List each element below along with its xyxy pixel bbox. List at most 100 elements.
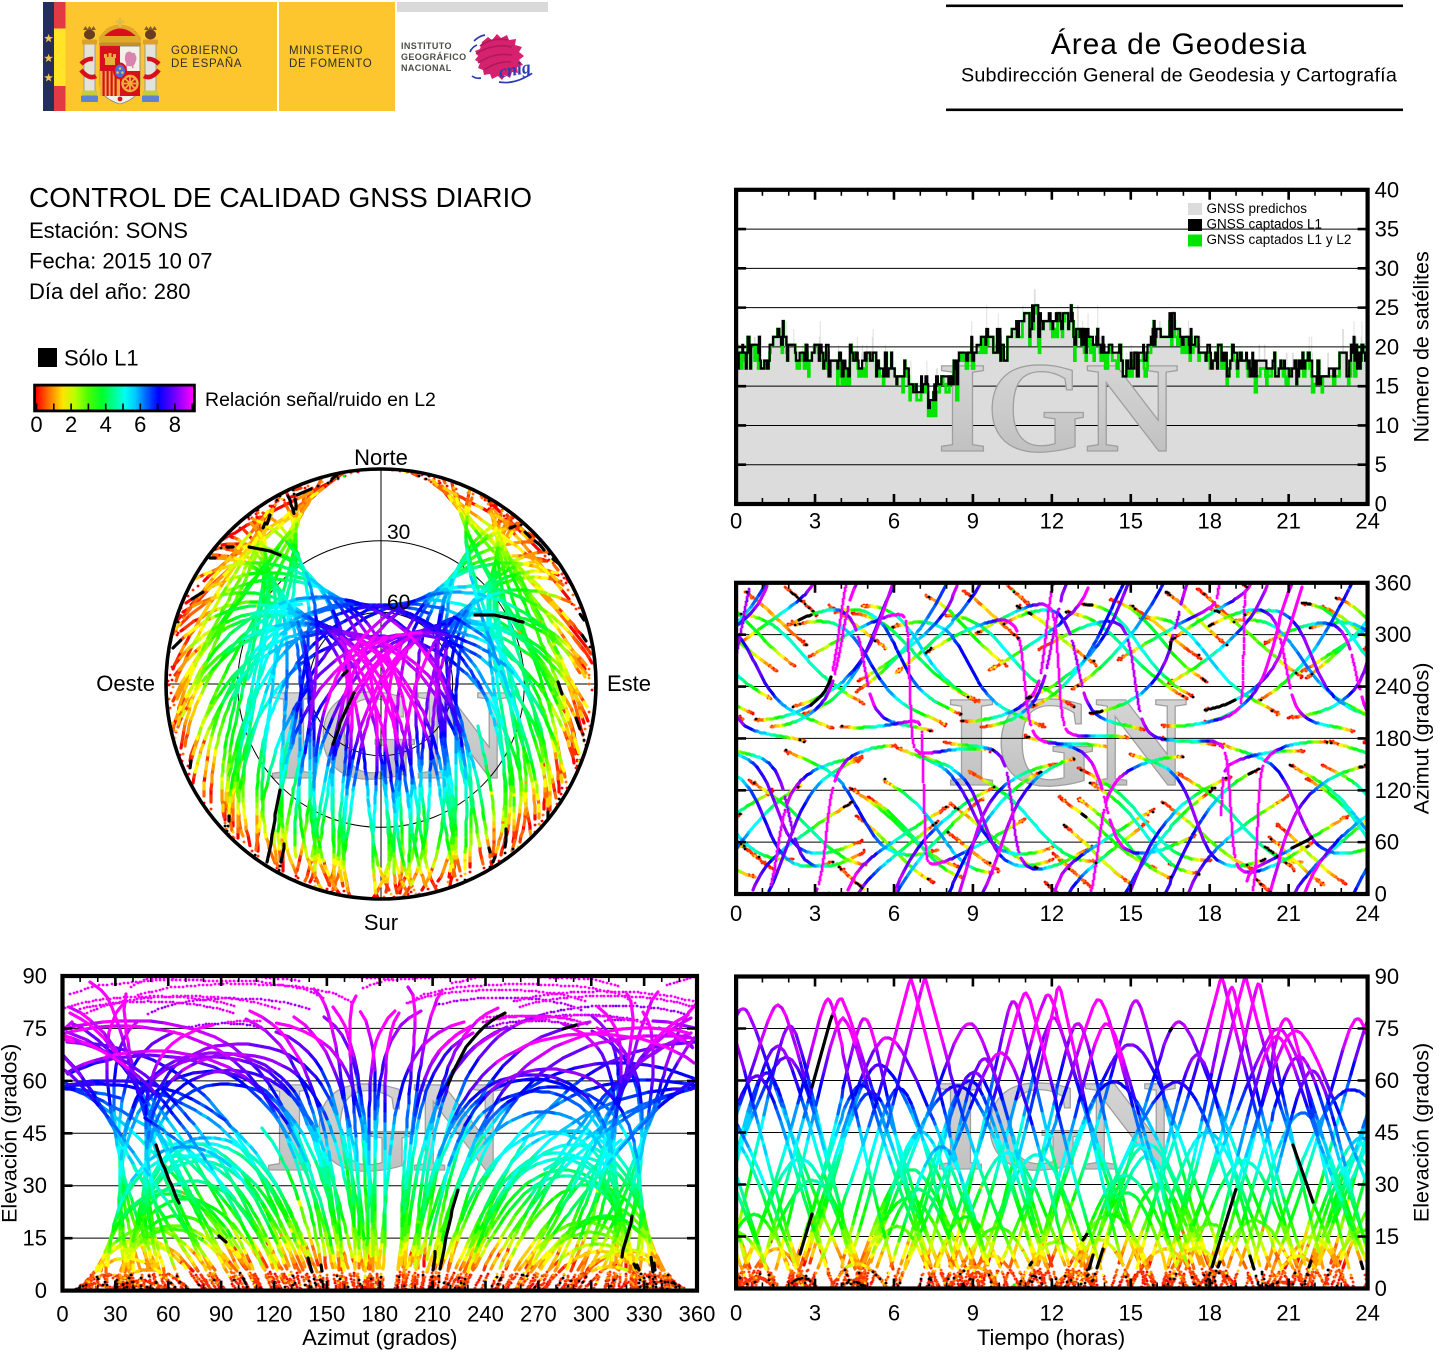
svg-text:6: 6 bbox=[888, 1301, 900, 1326]
svg-text:60: 60 bbox=[1375, 830, 1399, 855]
svg-text:5: 5 bbox=[1375, 452, 1387, 477]
svg-text:25: 25 bbox=[1375, 295, 1399, 320]
svg-text:18: 18 bbox=[1197, 901, 1221, 926]
svg-text:60: 60 bbox=[387, 591, 410, 614]
svg-text:Tiempo (horas): Tiempo (horas) bbox=[977, 1325, 1125, 1350]
svg-text:Norte: Norte bbox=[354, 445, 408, 470]
svg-text:300: 300 bbox=[1375, 622, 1412, 647]
svg-text:4: 4 bbox=[100, 412, 112, 437]
svg-text:60: 60 bbox=[156, 1302, 180, 1327]
svg-text:12: 12 bbox=[1040, 901, 1064, 926]
svg-text:330: 330 bbox=[626, 1302, 663, 1327]
svg-text:6: 6 bbox=[888, 509, 900, 534]
svg-text:15: 15 bbox=[23, 1226, 47, 1251]
svg-text:GNSS predichos: GNSS predichos bbox=[1207, 201, 1308, 216]
svg-text:9: 9 bbox=[967, 901, 979, 926]
svg-text:15: 15 bbox=[1375, 1224, 1399, 1249]
svg-text:0: 0 bbox=[730, 1301, 742, 1326]
svg-text:180: 180 bbox=[1375, 726, 1412, 751]
svg-text:0: 0 bbox=[56, 1302, 68, 1327]
svg-text:21: 21 bbox=[1276, 1301, 1300, 1326]
svg-text:0: 0 bbox=[1375, 492, 1387, 517]
svg-text:IGN: IGN bbox=[937, 336, 1178, 480]
svg-text:0: 0 bbox=[35, 1278, 47, 1303]
svg-text:MINISTERIO: MINISTERIO bbox=[289, 45, 363, 57]
svg-text:60: 60 bbox=[23, 1068, 47, 1093]
svg-text:40: 40 bbox=[1375, 177, 1399, 202]
svg-text:Fecha: 2015 10 07: Fecha: 2015 10 07 bbox=[29, 249, 212, 274]
svg-text:3: 3 bbox=[809, 509, 821, 534]
svg-text:12: 12 bbox=[1040, 1301, 1064, 1326]
svg-text:Azimut (grados): Azimut (grados) bbox=[302, 1325, 457, 1350]
svg-text:GEOGRÁFICO: GEOGRÁFICO bbox=[401, 52, 467, 62]
svg-text:NACIONAL: NACIONAL bbox=[401, 63, 452, 73]
svg-text:6: 6 bbox=[134, 412, 146, 437]
svg-text:20: 20 bbox=[1375, 334, 1399, 359]
svg-text:30: 30 bbox=[103, 1302, 127, 1327]
svg-text:75: 75 bbox=[1375, 1016, 1399, 1041]
svg-text:30: 30 bbox=[23, 1173, 47, 1198]
svg-text:2: 2 bbox=[65, 412, 77, 437]
svg-text:150: 150 bbox=[309, 1302, 346, 1327]
svg-text:9: 9 bbox=[967, 1301, 979, 1326]
svg-text:24: 24 bbox=[1355, 901, 1379, 926]
svg-text:120: 120 bbox=[1375, 778, 1412, 803]
svg-text:Elevación (grados): Elevación (grados) bbox=[1410, 1043, 1434, 1222]
svg-text:21: 21 bbox=[1276, 509, 1300, 534]
svg-text:GOBIERNO: GOBIERNO bbox=[171, 45, 239, 57]
svg-text:DE ESPAÑA: DE ESPAÑA bbox=[171, 57, 242, 70]
svg-text:3: 3 bbox=[809, 1301, 821, 1326]
svg-text:60: 60 bbox=[1375, 1068, 1399, 1093]
svg-text:6: 6 bbox=[888, 901, 900, 926]
svg-text:45: 45 bbox=[23, 1121, 47, 1146]
svg-text:18: 18 bbox=[1197, 509, 1221, 534]
svg-text:Número de satélites: Número de satélites bbox=[1410, 251, 1434, 442]
svg-text:9: 9 bbox=[967, 509, 979, 534]
svg-text:Día del año: 280: Día del año: 280 bbox=[29, 279, 190, 304]
svg-text:210: 210 bbox=[414, 1302, 451, 1327]
svg-text:24: 24 bbox=[1355, 509, 1379, 534]
svg-text:GNSS captados L1: GNSS captados L1 bbox=[1207, 217, 1323, 232]
svg-text:90: 90 bbox=[1375, 964, 1399, 989]
svg-text:24: 24 bbox=[1355, 1301, 1379, 1326]
svg-text:300: 300 bbox=[573, 1302, 610, 1327]
svg-text:Sólo L1: Sólo L1 bbox=[64, 346, 139, 371]
svg-text:Área de Geodesia: Área de Geodesia bbox=[1051, 28, 1307, 61]
svg-text:0: 0 bbox=[730, 509, 742, 534]
svg-text:Relación señal/ruido en L2: Relación señal/ruido en L2 bbox=[205, 389, 436, 411]
svg-text:75: 75 bbox=[23, 1016, 47, 1041]
svg-text:10: 10 bbox=[1375, 413, 1399, 438]
svg-text:45: 45 bbox=[1375, 1120, 1399, 1145]
svg-text:Este: Este bbox=[607, 671, 651, 696]
svg-text:0: 0 bbox=[730, 901, 742, 926]
svg-text:30: 30 bbox=[387, 521, 410, 544]
svg-text:90: 90 bbox=[209, 1302, 233, 1327]
svg-text:120: 120 bbox=[256, 1302, 293, 1327]
svg-text:15: 15 bbox=[1375, 374, 1399, 399]
svg-text:0: 0 bbox=[1375, 1276, 1387, 1301]
svg-text:8: 8 bbox=[169, 412, 181, 437]
svg-text:DE FOMENTO: DE FOMENTO bbox=[289, 58, 372, 70]
svg-text:INSTITUTO: INSTITUTO bbox=[401, 41, 452, 51]
svg-text:180: 180 bbox=[361, 1302, 398, 1327]
svg-text:90: 90 bbox=[23, 964, 47, 989]
svg-text:35: 35 bbox=[1375, 217, 1399, 242]
svg-text:GNSS captados L1 y L2: GNSS captados L1 y L2 bbox=[1207, 232, 1352, 247]
svg-text:0: 0 bbox=[30, 412, 42, 437]
svg-text:30: 30 bbox=[1375, 1172, 1399, 1197]
svg-text:CONTROL DE CALIDAD GNSS DIARIO: CONTROL DE CALIDAD GNSS DIARIO bbox=[29, 182, 532, 213]
svg-text:18: 18 bbox=[1197, 1301, 1221, 1326]
svg-text:240: 240 bbox=[467, 1302, 504, 1327]
svg-text:Oeste: Oeste bbox=[96, 671, 155, 696]
svg-text:15: 15 bbox=[1119, 901, 1143, 926]
svg-text:21: 21 bbox=[1276, 901, 1300, 926]
svg-text:240: 240 bbox=[1375, 674, 1412, 699]
svg-text:Elevación (grados): Elevación (grados) bbox=[0, 1044, 22, 1223]
svg-text:0: 0 bbox=[1375, 882, 1387, 907]
svg-text:360: 360 bbox=[679, 1302, 716, 1327]
svg-text:Estación: SONS: Estación: SONS bbox=[29, 218, 188, 243]
svg-text:270: 270 bbox=[520, 1302, 557, 1327]
svg-text:15: 15 bbox=[1119, 509, 1143, 534]
svg-text:3: 3 bbox=[809, 901, 821, 926]
svg-text:15: 15 bbox=[1119, 1301, 1143, 1326]
